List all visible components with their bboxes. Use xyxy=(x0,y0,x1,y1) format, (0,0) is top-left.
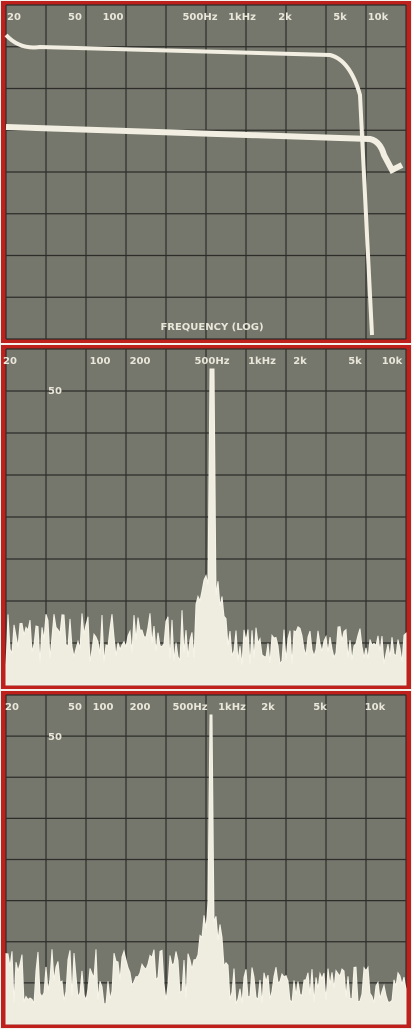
tick-label: 50 xyxy=(68,12,82,23)
tick-label: 1kHz xyxy=(218,702,246,713)
tick-label: 500Hz xyxy=(182,12,217,23)
tick-label: 5k xyxy=(313,702,327,713)
tick-label: 5k xyxy=(333,12,347,23)
tick-label: 1kHz xyxy=(248,356,276,367)
tick-label: 20 xyxy=(3,356,17,367)
level-label: 50 xyxy=(48,732,62,743)
tick-label: 50 xyxy=(68,702,82,713)
tick-label: 20 xyxy=(7,12,21,23)
tick-label: 2k xyxy=(261,702,275,713)
scope-panel: 20100200500Hz1kHz2k5k10k50FREQUENCY (LOG… xyxy=(1,345,411,689)
tick-label: 200 xyxy=(130,356,151,367)
tick-label: 500Hz xyxy=(172,702,207,713)
tick-label: 1kHz xyxy=(228,12,256,23)
tick-label: 2k xyxy=(278,12,292,23)
noise-trace xyxy=(5,714,407,1025)
tick-label: 500Hz xyxy=(194,356,229,367)
noise-trace xyxy=(5,368,407,686)
scope-panel: 20 50 100 500Hz 1kHz 2k 5k 10k FREQUENCY (LOG) xyxy=(1,1,411,343)
trace xyxy=(4,33,374,336)
axis-label: FREQUENCY (LOG) xyxy=(160,322,263,333)
scope-panel: 2050100200500Hz1kHz2k5k10k50FREQUENCY (L… xyxy=(1,691,411,1028)
tick-label: 100 xyxy=(103,12,124,23)
tick-label: 5k xyxy=(348,356,362,367)
tick-label: 100 xyxy=(93,702,114,713)
tick-label: 10k xyxy=(368,12,389,23)
level-label: 50 xyxy=(48,386,62,397)
tick-label: 200 xyxy=(130,702,151,713)
tick-label: 10k xyxy=(382,356,403,367)
tick-label: 2k xyxy=(293,356,307,367)
tick-label: 100 xyxy=(90,356,111,367)
trace xyxy=(5,124,404,174)
tick-label: 20 xyxy=(5,702,19,713)
tick-label: 10k xyxy=(365,702,386,713)
